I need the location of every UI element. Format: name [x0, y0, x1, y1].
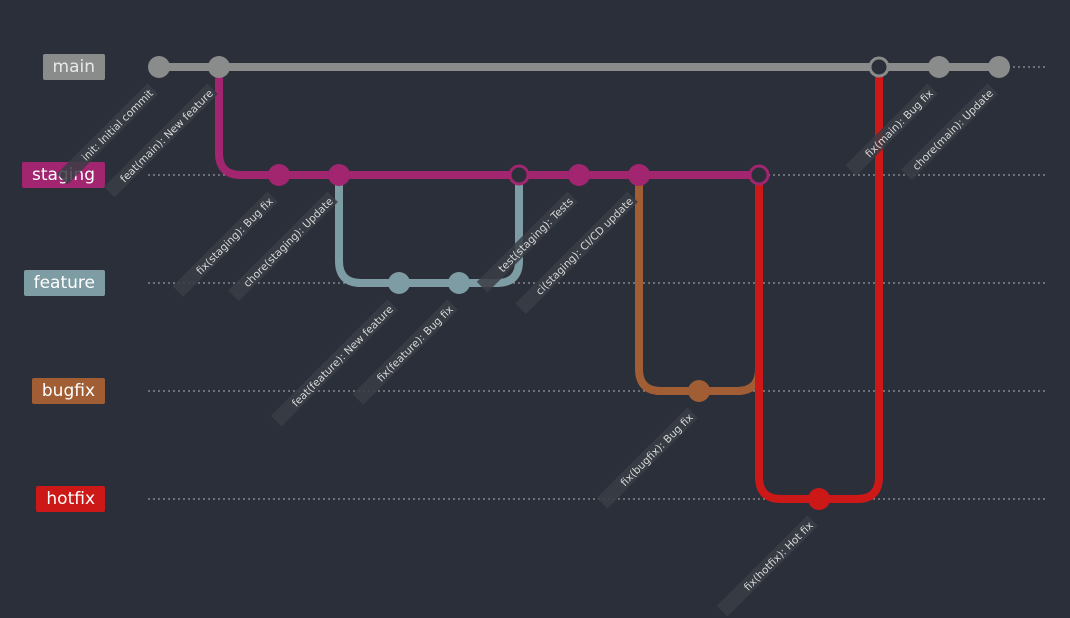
- commit-dot: [928, 56, 950, 78]
- commit-dot: [688, 380, 710, 402]
- commit-dot: [268, 164, 290, 186]
- commit-message-bg: [172, 191, 278, 297]
- commit-message-bg: [103, 83, 218, 198]
- branch-label-main: main: [42, 54, 105, 80]
- connection-c1-c2: [215, 63, 245, 179]
- commit-message: feat(feature): New feature: [290, 304, 396, 410]
- commit-message-bg: [901, 83, 998, 181]
- commit-message-group: feat(feature): New feature: [270, 299, 398, 427]
- commit-dot: [448, 272, 470, 294]
- merge-commit-dot: [508, 164, 530, 186]
- connection-c8-c9: [635, 171, 665, 395]
- connections: [215, 63, 883, 503]
- commit-message-bg: [228, 191, 338, 302]
- commit-message-group: test(staging): Tests: [476, 191, 578, 293]
- commit-message-group: fix(feature): Bug fix: [352, 299, 458, 405]
- commit-message-group: fix(staging): Bug fix: [172, 191, 278, 297]
- commit-message-bg: [845, 83, 938, 176]
- branch-label-bugfix: bugfix: [31, 378, 105, 404]
- branch-label-hotfix: hotfix: [36, 486, 105, 512]
- commit-message-bg: [515, 191, 638, 315]
- commit-dot: [628, 164, 650, 186]
- commit-message-bg: [352, 299, 458, 405]
- commit-message-bg: [476, 191, 578, 293]
- commit-message-bg: [56, 83, 158, 185]
- commit-message-group: fix(bugfix): Bug fix: [596, 407, 698, 509]
- commit-dot: [388, 272, 410, 294]
- commit-dots: [148, 56, 1010, 510]
- commit-message-group: feat(main): New feature: [103, 83, 218, 198]
- commit-message-bg: [716, 515, 818, 617]
- branch-lines: [155, 63, 1003, 503]
- commit-message-group: ci(staging): CI/CD update: [515, 191, 638, 315]
- commit-message-group: chore(staging): Update: [228, 191, 338, 302]
- connection-c11-c12: [853, 63, 883, 503]
- commit-message: fix(bugfix): Bug fix: [618, 412, 695, 489]
- commit-dot: [208, 56, 230, 78]
- connection-c10-c11: [755, 171, 785, 503]
- commit-dot: [328, 164, 350, 186]
- commit-dot: [988, 56, 1010, 78]
- merge-commit-dot: [868, 56, 890, 78]
- commit-message-group: init: Initial commit: [56, 83, 158, 185]
- branch-label-feature: feature: [23, 270, 105, 296]
- connection-c5-c6: [493, 171, 523, 287]
- commit-message-bg: [596, 407, 698, 509]
- commit-message-group: fix(hotfix): Hot fix: [716, 515, 818, 617]
- commit-dot: [568, 164, 590, 186]
- merge-commit-dot: [748, 164, 770, 186]
- guide-lines: [148, 66, 1048, 500]
- commit-message: fix(hotfix): Hot fix: [742, 520, 816, 594]
- commit-dot: [808, 488, 830, 510]
- commit-dot: [148, 56, 170, 78]
- connection-c3-c4: [335, 171, 365, 287]
- commit-message-bg: [270, 299, 398, 427]
